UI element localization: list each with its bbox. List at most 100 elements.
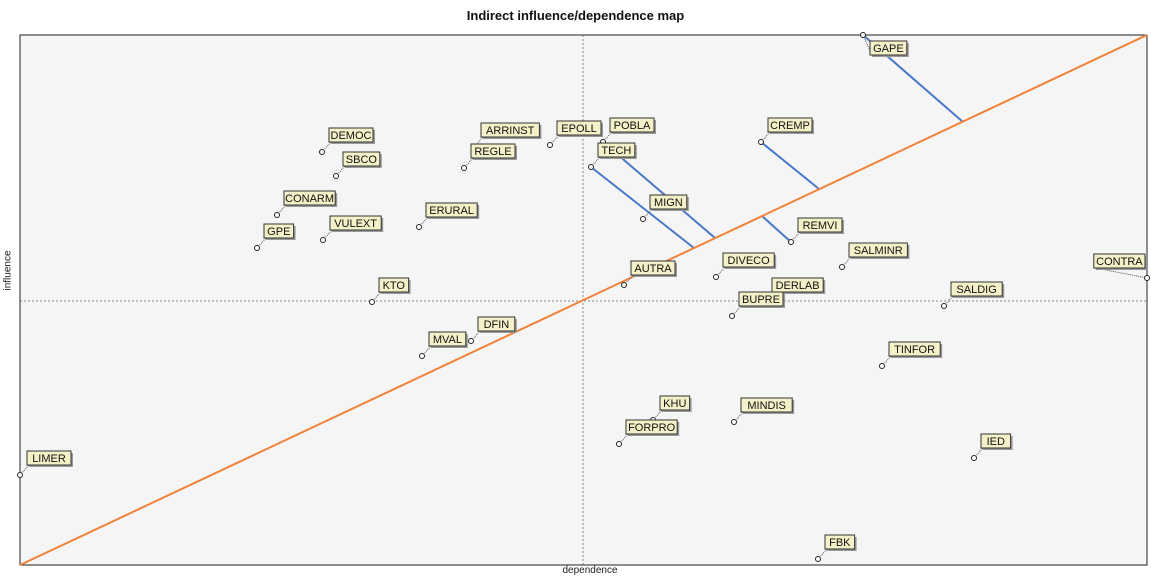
point-label: LIMER (32, 453, 66, 465)
point-label: TINFOR (894, 344, 935, 356)
leader-line (1095, 267, 1148, 279)
point-marker (621, 282, 627, 288)
data-point-gpe: GPE (254, 223, 296, 251)
point-marker (941, 303, 947, 309)
point-marker (758, 139, 764, 145)
data-point-forpro: FORPRO (616, 419, 680, 447)
label-box (470, 143, 516, 159)
label-box (480, 122, 540, 138)
data-point-mval: MVAL (419, 331, 468, 359)
label-box (950, 281, 1003, 297)
label-box (328, 127, 374, 143)
label-box (848, 242, 908, 258)
data-point-cremp: CREMP (758, 117, 814, 145)
point-label: ARRINST (486, 125, 535, 137)
point-marker (588, 164, 594, 170)
data-point-pobla: POBLA (600, 117, 656, 145)
point-marker (879, 363, 885, 369)
point-marker (274, 212, 280, 218)
point-label: DEMOC (331, 130, 372, 142)
label-box (342, 151, 381, 167)
point-label: SBCO (346, 154, 378, 166)
projection-line-remvi (761, 215, 792, 243)
data-point-tinfor: TINFOR (879, 341, 943, 369)
data-point-kto: KTO (369, 277, 411, 305)
point-label: EPOLL (561, 123, 596, 135)
label-box (649, 194, 688, 210)
point-label: CONTRA (1096, 256, 1143, 268)
label-box (824, 534, 856, 550)
data-point-limer: LIMER (17, 450, 73, 478)
data-point-diveco: DIVECO (713, 252, 777, 280)
point-marker (860, 32, 866, 38)
point-marker (616, 441, 622, 447)
point-label: SALDIG (956, 284, 996, 296)
point-marker (320, 237, 326, 243)
point-label: ERURAL (429, 205, 474, 217)
label-box (630, 260, 676, 276)
label-box (26, 450, 72, 466)
point-marker (547, 142, 553, 148)
point-marker (1144, 275, 1150, 281)
point-label: FORPRO (628, 422, 676, 434)
label-box (597, 142, 636, 158)
point-label: SALMINR (854, 245, 903, 257)
data-point-regle: REGLE (461, 143, 517, 171)
data-point-saldig: SALDIG (941, 281, 1005, 309)
point-label: MINDIS (747, 400, 786, 412)
point-label: DFIN (484, 319, 510, 331)
data-point-dfin: DFIN (468, 316, 517, 344)
point-label: REMVI (803, 220, 838, 232)
label-box (428, 331, 467, 347)
point-label: GPE (267, 226, 290, 238)
point-marker (729, 313, 735, 319)
data-point-bupre: BUPRE (729, 291, 785, 319)
point-label: DERLAB (776, 280, 820, 292)
point-marker (333, 173, 339, 179)
label-box (740, 397, 793, 413)
point-marker (319, 149, 325, 155)
label-box (1093, 253, 1146, 269)
point-label: IED (987, 436, 1005, 448)
label-box (263, 223, 295, 239)
label-box (767, 117, 813, 133)
data-point-democ: DEMOC (319, 127, 375, 155)
point-label: POBLA (614, 120, 651, 132)
label-box (869, 40, 908, 56)
label-box (771, 277, 824, 293)
point-label: CONARM (285, 193, 334, 205)
label-box (980, 433, 1012, 449)
label-box (477, 316, 516, 332)
chart-title: Indirect influence/dependence map (466, 8, 685, 23)
data-point-remvi: REMVI (788, 217, 844, 245)
point-marker (971, 455, 977, 461)
data-point-mign: MIGN (640, 194, 689, 222)
label-box (888, 341, 941, 357)
data-point-erural: ERURAL (416, 202, 480, 230)
x-axis-label: dependence (562, 565, 618, 576)
label-box (329, 215, 382, 231)
point-marker (640, 216, 646, 222)
data-point-khu: KHU (650, 395, 692, 423)
data-point-mindis: MINDIS (731, 397, 795, 425)
data-point-fbk: FBK (815, 534, 857, 562)
point-marker (419, 353, 425, 359)
point-label: MVAL (433, 334, 462, 346)
data-point-vulext: VULEXT (320, 215, 384, 243)
point-label: FBK (829, 537, 851, 549)
point-label: VULEXT (334, 218, 377, 230)
point-marker (369, 299, 375, 305)
point-marker (416, 224, 422, 230)
label-box (425, 202, 478, 218)
projection-line-cremp (760, 141, 820, 190)
diagonal-line (19, 34, 1148, 566)
point-label: AUTRA (634, 263, 672, 275)
point-label: KHU (663, 398, 686, 410)
label-box (609, 117, 655, 133)
label-box (378, 277, 410, 293)
label-box (283, 190, 336, 206)
point-label: KTO (383, 280, 406, 292)
point-marker (731, 419, 737, 425)
point-marker (468, 338, 474, 344)
